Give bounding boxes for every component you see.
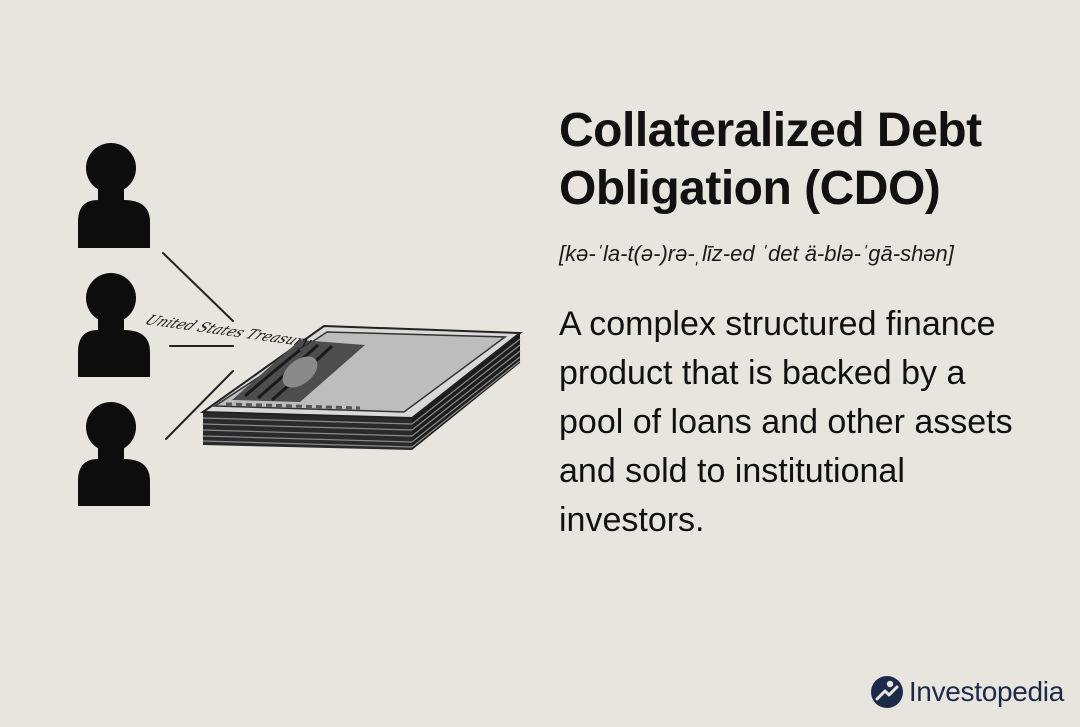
investor-person-icon-2 [78,273,150,377]
stack-of-bills-icon: United States Treasury [141,312,520,450]
investor-person-icon-3 [78,402,150,506]
page-title: Collateralized Debt Obligation (CDO) [559,102,1059,218]
cdo-illustration: United States Treasury [0,0,540,722]
definition-text: A complex structured finance product tha… [559,300,1029,545]
pronunciation: [kə-ˈla-t(ə-)rə-ˌlīz-ed ˈdet ä-blə-ˈgā-s… [559,240,1059,268]
brand-name: Investopedia [909,676,1064,708]
definition-panel: Collateralized Debt Obligation (CDO) [kə… [559,102,1059,545]
brand-logo: Investopedia [871,676,1064,708]
illustration-svg: United States Treasury [0,0,540,722]
investopedia-logo-icon [871,676,903,708]
investor-person-icon-1 [78,143,150,248]
connector-line-1 [163,253,233,321]
